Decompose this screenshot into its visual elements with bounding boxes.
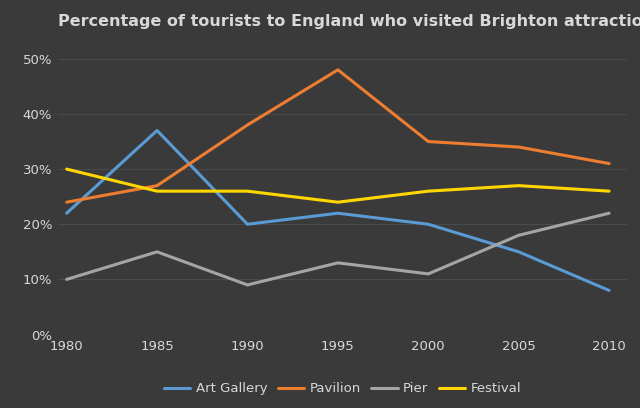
Art Gallery [605,288,613,293]
Pier [605,211,613,216]
Pavilion [424,139,432,144]
Pier [515,233,522,238]
Pier [63,277,70,282]
Pier [153,249,161,254]
Pavilion [605,161,613,166]
Pier [334,260,342,265]
Pier [244,282,252,287]
Pavilion [153,183,161,188]
Art Gallery [334,211,342,216]
Art Gallery [424,222,432,227]
Festival [63,166,70,171]
Text: Percentage of tourists to England who visited Brighton attractions: Percentage of tourists to England who vi… [58,13,640,29]
Line: Art Gallery: Art Gallery [67,131,609,290]
Pavilion [334,67,342,72]
Line: Pavilion: Pavilion [67,70,609,202]
Art Gallery [153,128,161,133]
Festival [424,189,432,194]
Pier [424,271,432,276]
Pavilion [244,122,252,127]
Festival [153,189,161,194]
Art Gallery [515,249,522,254]
Festival [515,183,522,188]
Festival [334,200,342,205]
Legend: Art Gallery, Pavilion, Pier, Festival: Art Gallery, Pavilion, Pier, Festival [159,377,526,401]
Pavilion [63,200,70,205]
Line: Festival: Festival [67,169,609,202]
Line: Pier: Pier [67,213,609,285]
Festival [605,189,613,194]
Art Gallery [63,211,70,216]
Festival [244,189,252,194]
Art Gallery [244,222,252,227]
Pavilion [515,144,522,149]
